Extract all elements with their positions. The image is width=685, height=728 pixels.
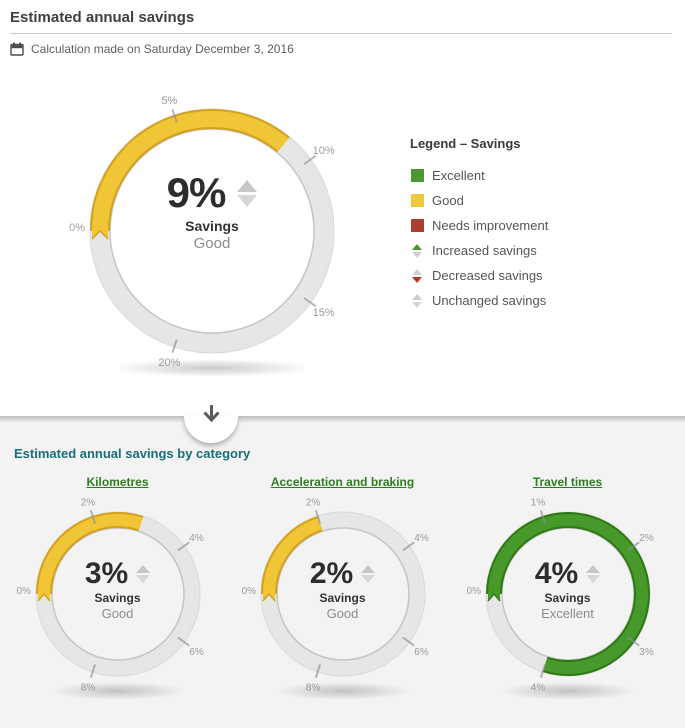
legend-item-label: Decreased savings — [432, 268, 543, 283]
overall-gauge-ring: 0% 5% 10% 15% 20% — [47, 71, 377, 406]
tick-label: 4% — [414, 533, 429, 544]
acceleration-braking-gauge: 0% 2% 4% 6% 8% 2% Savings Good — [238, 494, 448, 706]
calculation-note-text: Calculation made on Saturday December 3,… — [31, 42, 294, 56]
legend-item-unchanged-savings: Unchanged savings — [410, 288, 548, 313]
page-title: Estimated annual savings — [10, 9, 195, 26]
travel-times-gauge: 0% 1% 2% 3% 4% 4% Savings Excellent — [463, 494, 673, 706]
category-columns: Kilometres 0% 2% 4% 6% 8% 3% Savings Good — [0, 475, 685, 706]
tick-label: 0% — [241, 586, 256, 597]
calculation-note: Calculation made on Saturday December 3,… — [10, 42, 675, 56]
category-section: Estimated annual savings by category Kil… — [0, 416, 685, 728]
legend-item-good: Good — [410, 188, 548, 213]
legend-item-excellent: Excellent — [410, 163, 548, 188]
tick-label: 4% — [189, 533, 204, 544]
travel-times-link[interactable]: Travel times — [532, 475, 603, 489]
overall-savings-gauge: 0% 5% 10% 15% 20% 9% Savings Good — [47, 71, 377, 401]
kilometres-gauge-ring: 0% 2% 4% 6% 8% — [13, 494, 223, 711]
legend-item-label: Unchanged savings — [432, 293, 547, 308]
category-section-title: Estimated annual savings by category — [14, 446, 251, 461]
tick-label: 0% — [69, 222, 85, 234]
legend-item-decreased-savings: Decreased savings — [410, 263, 548, 288]
legend-item-label: Increased savings — [432, 243, 537, 258]
excellent-swatch — [410, 169, 424, 182]
tick-label: 15% — [313, 307, 335, 319]
legend-item-label: Needs improvement — [432, 218, 549, 233]
legend-title: Legend – Savings — [410, 136, 521, 151]
tick-label: 2% — [305, 498, 320, 509]
tick-label: 20% — [158, 357, 180, 369]
tick-label: 3% — [639, 647, 654, 658]
tick-label: 1% — [530, 498, 545, 509]
category-acceleration-braking: Acceleration and braking 0% 2% 4% 6% 8% 2% S… — [230, 475, 455, 706]
calendar-icon — [10, 42, 24, 56]
tick-label: 10% — [313, 145, 335, 157]
kilometres-link[interactable]: Kilometres — [86, 475, 149, 489]
tick-label: 2% — [639, 533, 654, 544]
tick-label: 8% — [80, 682, 95, 693]
category-kilometres: Kilometres 0% 2% 4% 6% 8% 3% Savings Good — [5, 475, 230, 706]
tick-label: 2% — [80, 498, 95, 509]
needs-improvement-swatch — [410, 219, 424, 232]
legend: Legend – Savings Excellent Good Needs im… — [410, 136, 548, 313]
tick-label: 6% — [189, 647, 204, 658]
tick-label: 8% — [305, 682, 320, 693]
acceleration-braking-gauge-ring: 0% 2% 4% 6% 8% — [238, 494, 448, 711]
scroll-down-arrow-icon — [201, 403, 222, 430]
legend-item-needs-improvement: Needs improvement — [410, 213, 548, 238]
kilometres-gauge: 0% 2% 4% 6% 8% 3% Savings Good — [13, 494, 223, 706]
tick-label: 5% — [161, 95, 177, 107]
tick-label: 4% — [530, 682, 545, 693]
unchanged-savings-icon — [410, 293, 424, 308]
legend-item-label: Excellent — [432, 168, 485, 183]
tick-label: 0% — [466, 586, 481, 597]
tick-label: 6% — [414, 647, 429, 658]
travel-times-gauge-ring: 0% 1% 2% 3% 4% — [463, 494, 673, 711]
acceleration-braking-link[interactable]: Acceleration and braking — [270, 475, 415, 489]
tick-label: 0% — [16, 586, 31, 597]
increased-savings-icon — [410, 243, 424, 258]
decreased-savings-icon — [410, 268, 424, 283]
category-travel-times: Travel times 0% 1% 2% 3% 4% 4% Savings Excel… — [455, 475, 680, 706]
title-divider — [10, 33, 672, 34]
good-swatch — [410, 194, 424, 207]
legend-item-increased-savings: Increased savings — [410, 238, 548, 263]
legend-item-label: Good — [432, 193, 464, 208]
